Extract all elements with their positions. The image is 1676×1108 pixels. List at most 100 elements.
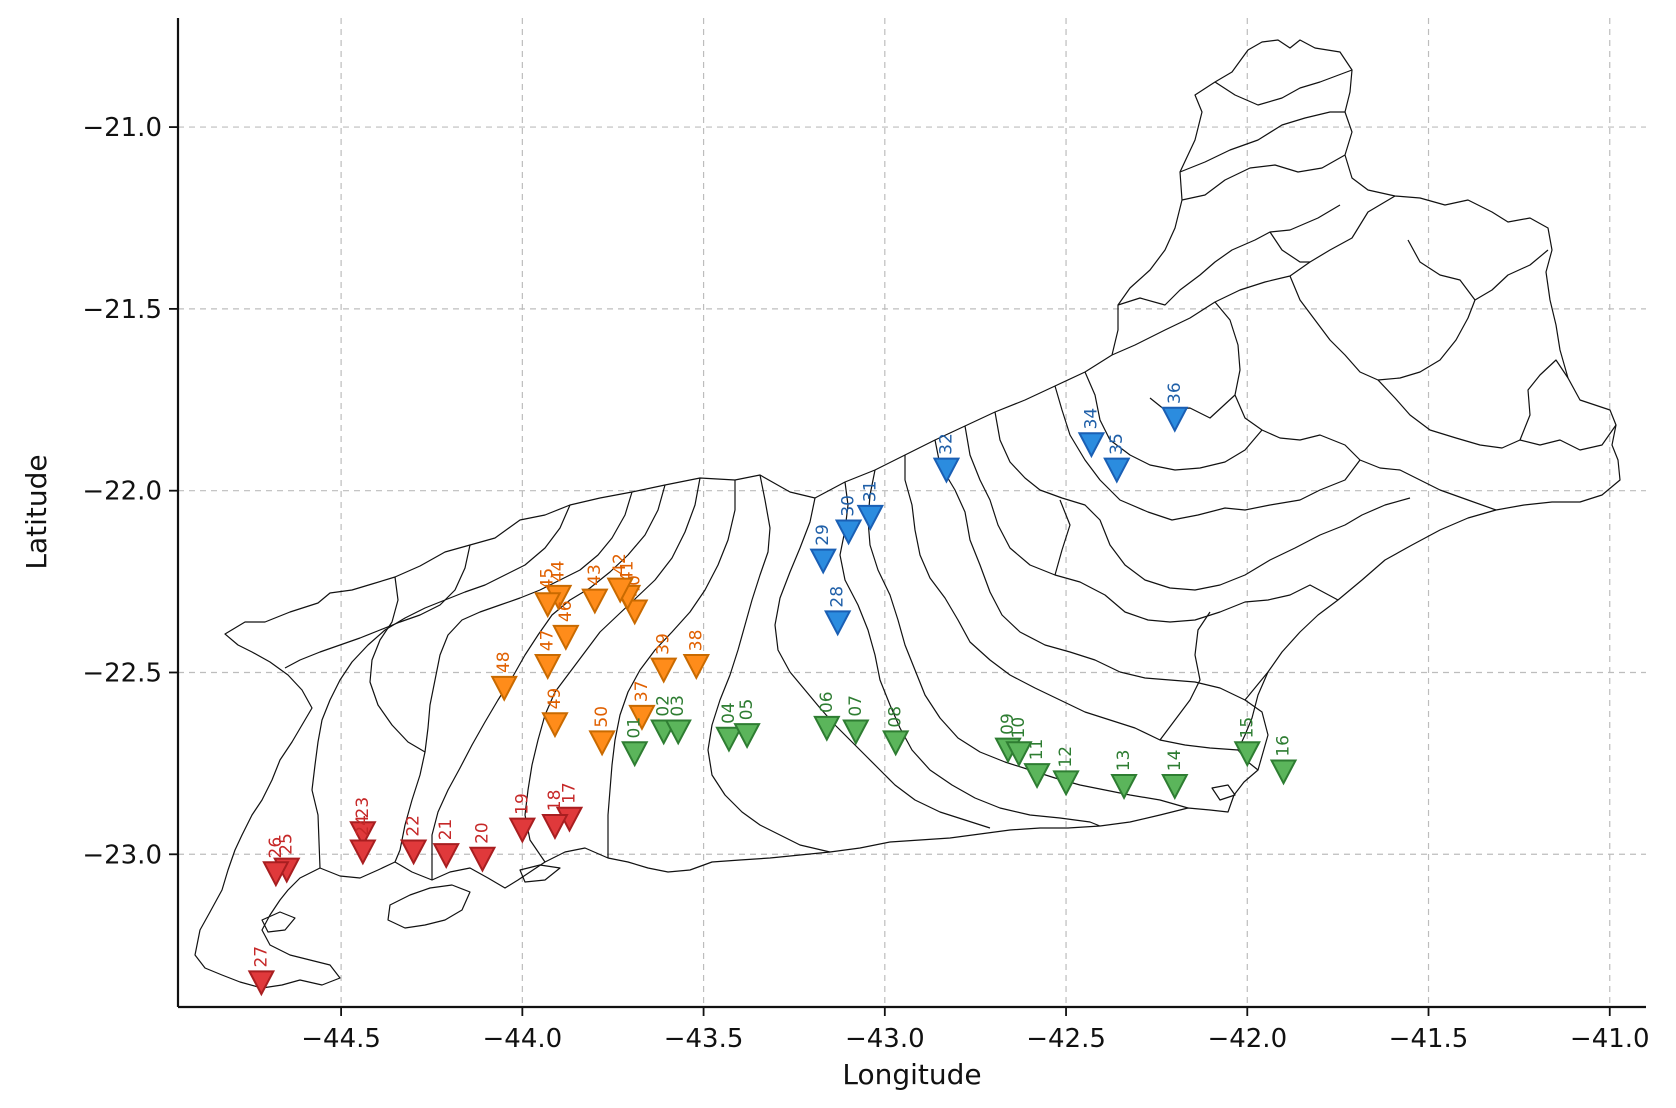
- x-tick-label: −42.0: [1207, 1024, 1287, 1054]
- station-label-28: 28: [828, 586, 848, 608]
- station-marker-48: [490, 675, 518, 702]
- station-label-29: 29: [813, 524, 833, 546]
- station-marker-22: [399, 839, 428, 866]
- station-label-43: 43: [585, 564, 605, 586]
- station-marker-29: [809, 548, 837, 575]
- station-marker-26: [262, 861, 290, 888]
- station-label-09: 09: [998, 713, 1018, 735]
- interior-boundary: [1111, 195, 1396, 356]
- station-marker-13: [1110, 774, 1138, 800]
- station-label-39: 39: [654, 633, 674, 655]
- station-marker-01: [621, 741, 649, 768]
- island-outline: [261, 911, 296, 933]
- y-tick-label: −22.0: [82, 477, 162, 507]
- y-tick-label: −23.0: [82, 840, 162, 870]
- x-tick-label: −44.5: [301, 1024, 381, 1054]
- x-tick-label: −44.0: [483, 1024, 563, 1054]
- interior-boundary: [1377, 379, 1617, 451]
- interior-boundary: [839, 481, 1101, 827]
- interior-boundary: [1244, 699, 1269, 771]
- station-label-36: 36: [1165, 382, 1185, 404]
- interior-boundary: [524, 477, 701, 863]
- station-label-38: 38: [686, 630, 706, 652]
- station-label-14: 14: [1165, 750, 1185, 772]
- x-tick-label: −41.5: [1389, 1024, 1469, 1054]
- x-axis-ticks: −44.5 −44.0 −43.5 −43.0 −42.5 −42.0 −41.5 −41.0: [301, 1007, 1650, 1054]
- interior-boundary: [1214, 301, 1497, 511]
- station-marker-35: [1103, 457, 1131, 484]
- station-label-04: 04: [719, 702, 739, 724]
- station-marker-27: [247, 970, 276, 997]
- station-label-03: 03: [668, 695, 688, 717]
- station-marker-19: [508, 817, 537, 844]
- interior-boundary: [867, 469, 1189, 809]
- station-label-42: 42: [610, 553, 630, 575]
- station-label-41: 41: [617, 560, 637, 582]
- station-label-13: 13: [1114, 750, 1134, 772]
- station-marker-50: [588, 730, 616, 757]
- x-tick-label: −43.5: [664, 1024, 744, 1054]
- station-label-26: 26: [266, 837, 286, 859]
- station-marker-04: [715, 726, 743, 753]
- station-label-02: 02: [654, 695, 674, 717]
- station-label-47: 47: [538, 630, 558, 652]
- municipality-boundaries: [194, 39, 1621, 989]
- station-marker-14: [1161, 774, 1189, 800]
- station-marker-18: [541, 813, 569, 840]
- station-label-11: 11: [1027, 739, 1047, 761]
- station-marker-15: [1233, 741, 1261, 768]
- interior-boundary: [1407, 239, 1476, 301]
- station-marker-28: [824, 610, 852, 637]
- y-tick-label: −22.5: [82, 658, 162, 688]
- interior-boundary: [1084, 371, 1263, 471]
- y-axis-ticks: −21.0 −21.5 −22.0 −22.5 −23.0: [82, 113, 178, 870]
- station-marker-49: [541, 712, 569, 739]
- station-label-45: 45: [538, 568, 558, 590]
- station-label-44: 44: [549, 560, 569, 582]
- interior-boundary: [1269, 231, 1310, 263]
- station-marker-07: [842, 719, 870, 746]
- station-marker-31: [856, 504, 884, 531]
- interior-boundary: [934, 439, 1269, 701]
- station-label-32: 32: [936, 433, 956, 455]
- island-outline: [1211, 784, 1236, 801]
- station-label-37: 37: [632, 680, 652, 702]
- station-label-10: 10: [1009, 717, 1029, 739]
- state-outline: [194, 39, 1621, 989]
- interior-boundary: [431, 484, 666, 880]
- station-marker-06: [813, 715, 841, 742]
- interior-boundary: [394, 491, 633, 863]
- interior-boundary: [1117, 204, 1341, 306]
- interior-boundary: [1179, 111, 1345, 173]
- station-marker-11: [1023, 763, 1051, 790]
- station-label-27: 27: [251, 946, 271, 968]
- interior-boundary: [1054, 385, 1361, 521]
- station-label-46: 46: [556, 600, 576, 622]
- interior-boundary: [369, 576, 426, 753]
- station-marker-10: [1005, 741, 1033, 768]
- station-label-22: 22: [404, 815, 424, 837]
- station-marker-20: [468, 846, 497, 873]
- station-marker-24: [349, 839, 377, 866]
- station-label-21: 21: [436, 819, 456, 841]
- station-label-30: 30: [839, 495, 859, 517]
- station-marker-39: [650, 657, 678, 684]
- station-label-20: 20: [472, 822, 492, 844]
- x-tick-label: −42.5: [1026, 1024, 1106, 1054]
- interior-boundary: [1519, 359, 1569, 441]
- station-marker-45: [534, 592, 562, 619]
- station-markers: 2829303132343536373839404142434445464748…: [247, 382, 1298, 997]
- grid-lines: [178, 18, 1646, 1007]
- station-marker-12: [1052, 770, 1080, 797]
- station-label-34: 34: [1081, 408, 1101, 430]
- station-label-18: 18: [545, 790, 565, 812]
- x-tick-label: −43.0: [845, 1024, 925, 1054]
- station-marker-16: [1269, 759, 1298, 786]
- interior-boundary: [1289, 249, 1549, 381]
- station-label-49: 49: [545, 688, 565, 710]
- island-outline: [519, 864, 561, 883]
- station-marker-37: [628, 704, 656, 731]
- interior-boundary: [1159, 611, 1211, 741]
- station-label-24: 24: [353, 815, 373, 837]
